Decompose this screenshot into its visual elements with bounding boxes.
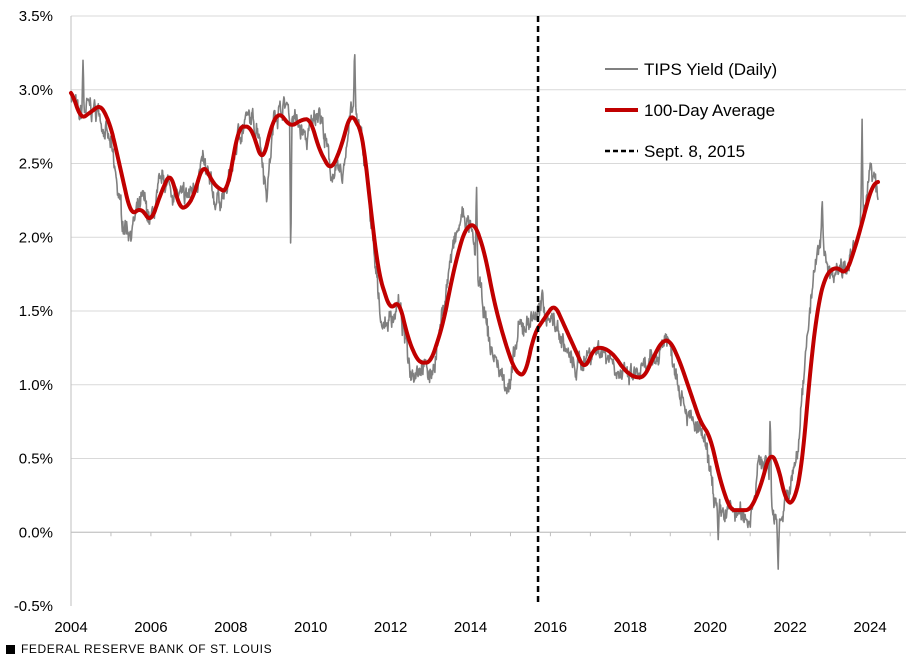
x-tick-label: 2010 <box>294 619 327 636</box>
source-credit: FEDERAL RESERVE BANK OF ST. LOUIS <box>6 642 272 656</box>
x-tick-label: 2016 <box>534 619 567 636</box>
tips-yield-daily-line <box>70 54 879 570</box>
y-tick-label: 1.5% <box>19 303 53 320</box>
x-tick-label: 2024 <box>853 619 886 636</box>
y-tick-label: 1.0% <box>19 377 53 394</box>
source-square-icon <box>6 645 15 654</box>
y-tick-label: 2.0% <box>19 229 53 246</box>
y-tick-label: 3.0% <box>19 82 53 99</box>
y-tick-label: 2.5% <box>19 156 53 173</box>
tips-yield-chart: -0.5% 0.0% 0.5% 1.0% 1.5% 2.0% 2.5% 3.0% 3.5% 20… <box>14 8 906 636</box>
y-tick-label: 0.5% <box>19 451 53 468</box>
x-tick-label: 2008 <box>214 619 247 636</box>
axes <box>70 16 906 606</box>
x-axis-tick-labels: 2004 2006 2008 2010 2012 2014 2016 2018 2020 2022… <box>54 619 886 636</box>
x-tick-label: 2022 <box>773 619 806 636</box>
source-text: FEDERAL RESERVE BANK OF ST. LOUIS <box>21 642 273 656</box>
y-tick-label: 3.5% <box>19 8 53 25</box>
y-axis-tick-labels: -0.5% 0.0% 0.5% 1.0% 1.5% 2.0% 2.5% 3.0% 3.5% <box>14 8 53 615</box>
x-tick-label: 2006 <box>134 619 167 636</box>
legend-label: Sept. 8, 2015 <box>644 142 745 161</box>
legend-label: 100-Day Average <box>644 101 775 120</box>
x-tick-label: 2018 <box>614 619 647 636</box>
x-tick-label: 2012 <box>374 619 407 636</box>
y-tick-label: 0.0% <box>19 524 53 541</box>
series-layer <box>69 54 880 570</box>
y-tick-label: -0.5% <box>14 598 53 615</box>
hundred-day-average-line <box>69 91 880 513</box>
legend-label: TIPS Yield (Daily) <box>644 60 777 79</box>
gridlines <box>71 15 906 533</box>
legend: TIPS Yield (Daily) 100-Day Average Sept. 8… <box>605 60 777 161</box>
x-tick-label: 2020 <box>694 619 727 636</box>
x-tick-label: 2014 <box>454 619 487 636</box>
x-tick-label: 2004 <box>54 619 87 636</box>
